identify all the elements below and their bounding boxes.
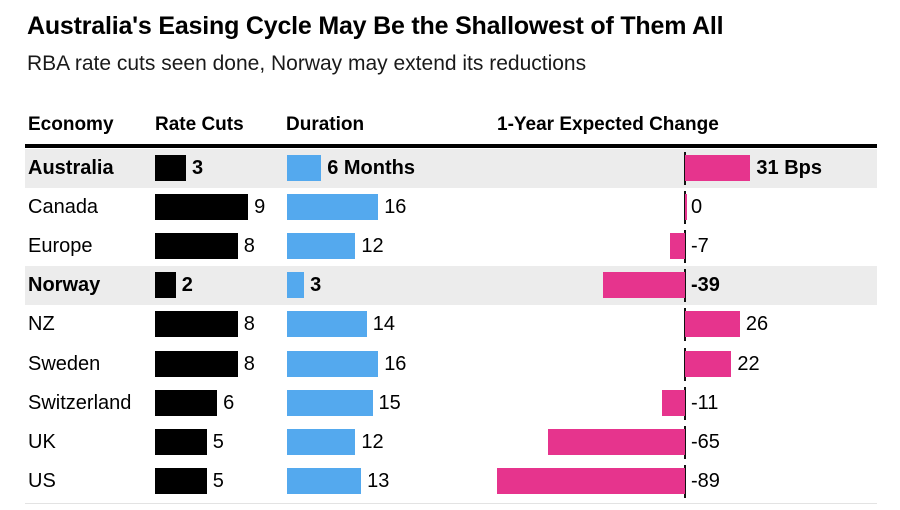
expected-change-bar bbox=[685, 194, 687, 221]
economy-label: UK bbox=[28, 430, 56, 453]
column-header-expected-change: 1-Year Expected Change bbox=[497, 114, 719, 135]
duration-value: 14 bbox=[372, 313, 396, 336]
rate-cuts-value: 5 bbox=[212, 430, 224, 453]
rate-cuts-bar bbox=[155, 389, 218, 416]
table-row: Norway 2 3 -39 bbox=[0, 266, 900, 306]
row-highlight-band bbox=[25, 227, 877, 266]
expected-change-bar bbox=[670, 233, 685, 260]
expected-change-value: 31 Bps bbox=[756, 157, 822, 179]
duration-bar bbox=[287, 155, 322, 181]
duration-value: 15 bbox=[378, 391, 401, 414]
rate-cuts-value: 2 bbox=[181, 274, 193, 297]
table-row: Europe 8 12 -7 bbox=[0, 227, 900, 266]
expected-change-value: -89 bbox=[691, 469, 720, 492]
rate-cuts-value: 5 bbox=[212, 469, 224, 492]
rate-cuts-bar bbox=[155, 233, 238, 260]
table-row: Sweden 8 16 22 bbox=[0, 345, 900, 384]
row-highlight-band bbox=[25, 188, 877, 227]
expected-change-bar bbox=[547, 428, 685, 455]
table-body: Australia 3 6 Months 31 Bps Canada 9 16 … bbox=[0, 149, 900, 502]
duration-bar bbox=[287, 233, 356, 260]
expected-change-value: 22 bbox=[737, 352, 760, 375]
duration-bar bbox=[287, 311, 367, 338]
economy-label: US bbox=[28, 469, 56, 492]
column-header-duration: Duration bbox=[286, 114, 365, 135]
rate-cuts-bar bbox=[155, 467, 207, 494]
table-row: US 5 13 -89 bbox=[0, 462, 900, 501]
economy-label: NZ bbox=[28, 313, 55, 336]
chart-title: Australia's Easing Cycle May Be the Shal… bbox=[27, 12, 724, 40]
zero-axis-line bbox=[684, 230, 686, 264]
row-highlight-band bbox=[25, 384, 877, 423]
duration-bar bbox=[287, 467, 362, 494]
expected-change-value: -7 bbox=[691, 235, 709, 258]
economy-label: Australia bbox=[28, 157, 114, 179]
zero-axis-line bbox=[684, 386, 686, 420]
rate-cuts-bar bbox=[155, 311, 238, 338]
duration-value: 16 bbox=[384, 352, 407, 375]
duration-bar bbox=[287, 350, 379, 377]
duration-bar bbox=[287, 428, 356, 455]
expected-change-bar bbox=[685, 155, 751, 181]
column-header-rate-cuts: Rate Cuts bbox=[155, 114, 244, 135]
expected-change-value: 26 bbox=[745, 313, 769, 336]
duration-value: 3 bbox=[310, 274, 322, 297]
expected-change-bar bbox=[661, 389, 685, 416]
row-highlight-band bbox=[25, 266, 877, 306]
expected-change-bar bbox=[685, 311, 740, 338]
duration-value: 6 Months bbox=[327, 157, 415, 179]
rate-cuts-bar bbox=[155, 155, 187, 181]
expected-change-value: 0 bbox=[691, 196, 703, 219]
table-row: Switzerland 6 15 -11 bbox=[0, 384, 900, 423]
duration-value: 16 bbox=[384, 196, 407, 219]
rate-cuts-value: 8 bbox=[243, 352, 255, 375]
table-row: Canada 9 16 0 bbox=[0, 188, 900, 227]
economy-label: Sweden bbox=[28, 352, 101, 375]
expected-change-value: -65 bbox=[691, 430, 720, 453]
expected-change-bar bbox=[602, 272, 685, 299]
table-row: NZ 8 14 26 bbox=[0, 305, 900, 344]
table-row: Australia 3 6 Months 31 Bps bbox=[0, 149, 900, 188]
zero-axis-line bbox=[684, 464, 686, 498]
zero-axis-line bbox=[684, 425, 686, 459]
rate-cuts-bar bbox=[155, 272, 176, 299]
economy-label: Norway bbox=[28, 274, 101, 297]
header-divider-line bbox=[25, 144, 877, 148]
duration-bar bbox=[287, 389, 373, 416]
chart-subtitle: RBA rate cuts seen done, Norway may exte… bbox=[27, 52, 587, 75]
table-row: UK 5 12 -65 bbox=[0, 423, 900, 462]
expected-change-bar bbox=[497, 467, 685, 494]
duration-value: 12 bbox=[361, 235, 384, 258]
economy-label: Europe bbox=[28, 235, 93, 258]
expected-change-value: -11 bbox=[691, 391, 719, 414]
duration-value: 12 bbox=[361, 430, 384, 453]
expected-change-bar bbox=[685, 350, 732, 377]
column-header-economy: Economy bbox=[28, 114, 114, 135]
rate-cuts-value: 9 bbox=[254, 196, 266, 219]
duration-value: 13 bbox=[367, 469, 390, 492]
economy-label: Switzerland bbox=[28, 391, 132, 414]
duration-bar bbox=[287, 272, 305, 299]
rate-cuts-value: 3 bbox=[192, 157, 204, 179]
rate-cuts-bar bbox=[155, 350, 238, 377]
zero-axis-line bbox=[684, 269, 686, 303]
rate-cuts-value: 8 bbox=[243, 313, 255, 336]
duration-bar bbox=[287, 194, 379, 221]
rate-cuts-value: 8 bbox=[243, 235, 255, 258]
bottom-divider-line bbox=[25, 503, 877, 504]
row-highlight-band bbox=[25, 462, 877, 501]
row-highlight-band bbox=[25, 423, 877, 462]
expected-change-value: -39 bbox=[691, 274, 720, 297]
rate-cuts-bar bbox=[155, 194, 249, 221]
economy-label: Canada bbox=[28, 196, 99, 219]
rate-cuts-bar bbox=[155, 428, 207, 455]
rate-cuts-value: 6 bbox=[223, 391, 235, 414]
